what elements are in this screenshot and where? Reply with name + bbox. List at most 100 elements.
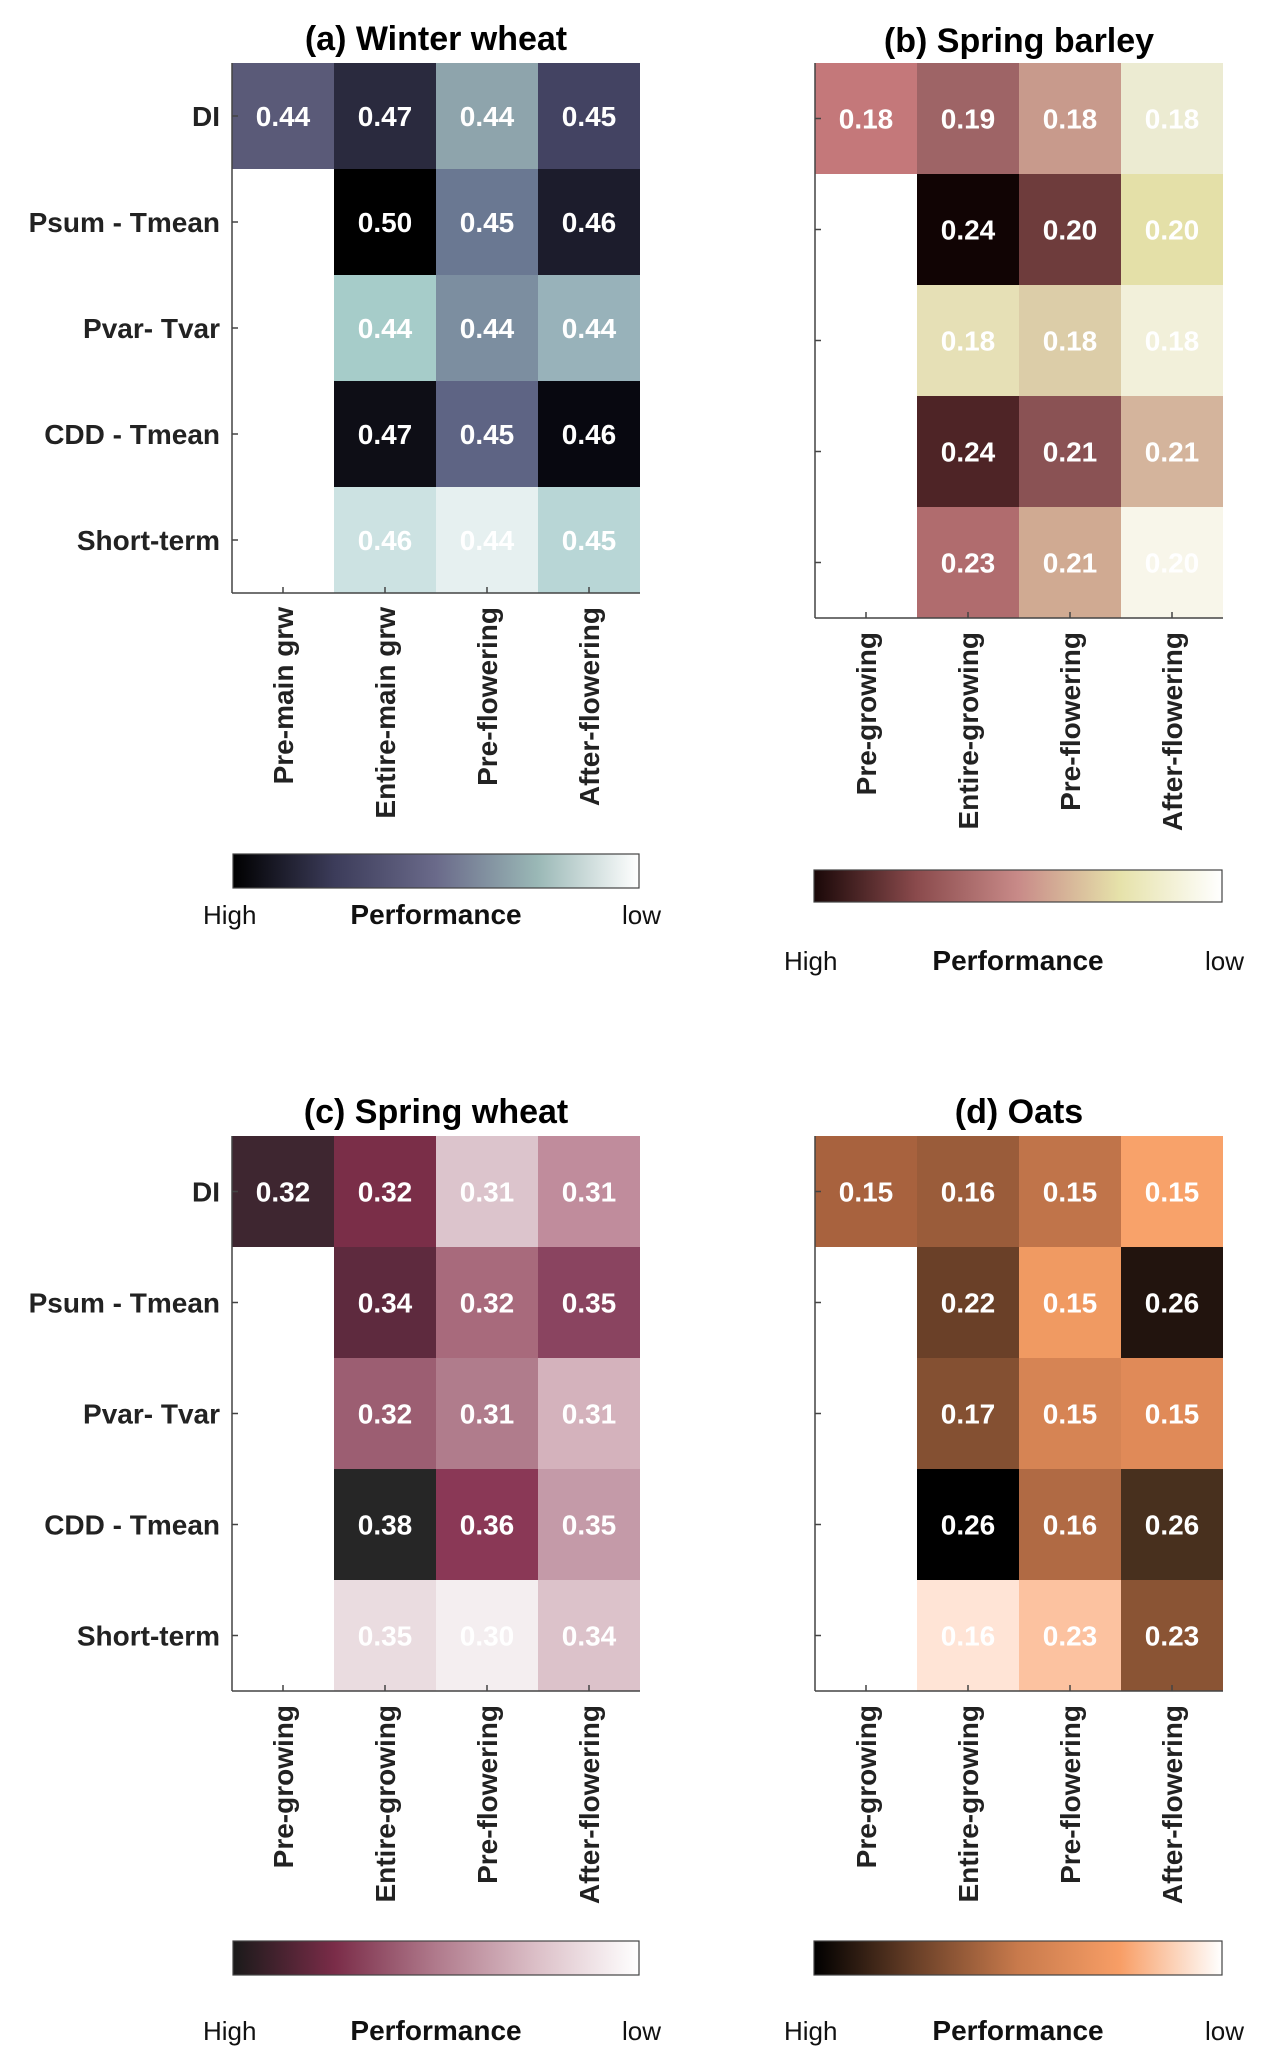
heatmap-cell [538,381,640,487]
cell-value-label: 0.20 [1145,215,1200,246]
colorbar-high-label: High [203,900,256,930]
row-label: DI [192,101,220,132]
row-label: Short-term [77,525,220,556]
colorbar-low-label: low [622,2016,661,2046]
panel-title: (a) Winter wheat [305,20,567,58]
column-label: After-flowering [574,1705,605,1904]
column-label: Entire-main grw [370,607,401,819]
heatmap-cell [334,1247,436,1358]
colorbar-high-label: High [784,2016,837,2046]
heatmap-cell [538,1580,640,1691]
cell-value-label: 0.50 [358,207,413,238]
cell-value-label: 0.26 [1145,1510,1200,1541]
column-label: Pre-flowering [1055,1705,1086,1884]
cell-value-label: 0.46 [562,419,617,450]
heatmap-cell [1019,1136,1121,1247]
cell-value-label: 0.17 [941,1399,996,1430]
heatmap-cell [1121,1358,1223,1469]
cell-value-label: 0.23 [1043,1621,1098,1652]
cell-value-label: 0.46 [358,525,413,556]
heatmap-cell [538,487,640,593]
cell-value-label: 0.16 [1043,1510,1098,1541]
cell-value-label: 0.31 [460,1399,515,1430]
heatmap-cell [1019,1358,1121,1469]
heatmap-cell [232,63,334,169]
colorbar-title: Performance [350,899,521,930]
cell-value-label: 0.47 [358,419,413,450]
cell-value-label: 0.21 [1043,437,1098,468]
colorbar-title: Performance [350,2015,521,2046]
cell-value-label: 0.45 [562,525,617,556]
cell-value-label: 0.44 [460,313,515,344]
heatmap-cell [334,1136,436,1247]
cell-value-label: 0.20 [1145,548,1200,579]
cell-value-label: 0.30 [460,1621,515,1652]
heatmap-cell [436,1580,538,1691]
heatmap-cell [1019,174,1121,285]
heatmap-cell [1019,1247,1121,1358]
heatmap-cell [1019,396,1121,507]
cell-value-label: 0.44 [460,101,515,132]
heatmap-panel-a: (a) Winter wheat 0.44 0.47 0.44 0.45 0.50 0.45… [29,20,662,930]
heatmap-cell [334,381,436,487]
cell-value-label: 0.18 [1145,326,1200,357]
heatmap-cell [538,1136,640,1247]
colorbar-high-label: High [784,946,837,976]
colorbar [232,1940,640,1976]
cell-value-label: 0.21 [1145,437,1200,468]
cell-value-label: 0.18 [1043,104,1098,135]
cell-value-label: 0.31 [562,1177,617,1208]
heatmap-cell [1019,507,1121,618]
heatmap-cell [917,1358,1019,1469]
cell-value-label: 0.24 [941,437,996,468]
cell-value-label: 0.26 [1145,1288,1200,1319]
column-label: Entire-growing [370,1705,401,1903]
panel-title: (d) Oats [955,1093,1083,1131]
heatmap-cell [538,169,640,275]
cell-value-label: 0.38 [358,1510,413,1541]
cell-value-label: 0.32 [460,1288,515,1319]
heatmap-cell [917,1247,1019,1358]
cell-value-label: 0.34 [358,1288,413,1319]
cell-value-label: 0.20 [1043,215,1098,246]
row-label: Short-term [77,1621,220,1652]
cell-value-label: 0.44 [256,101,311,132]
cell-value-label: 0.44 [562,313,617,344]
heatmap-cell [1121,285,1223,396]
heatmap-cell [1121,1247,1223,1358]
cell-value-label: 0.35 [562,1288,617,1319]
cell-value-label: 0.45 [562,101,617,132]
heatmap-cell [436,1358,538,1469]
cell-value-label: 0.45 [460,419,515,450]
heatmap-cell [815,63,917,174]
cell-value-label: 0.32 [358,1177,413,1208]
heatmap-cell [538,1247,640,1358]
heatmap-cell [1019,63,1121,174]
heatmap-cell [538,63,640,169]
cell-value-label: 0.45 [460,207,515,238]
panel-title: (b) Spring barley [884,22,1154,60]
heatmap-cell [1121,174,1223,285]
column-label: Pre-flowering [472,1705,503,1884]
heatmap-panel-b: (b) Spring barley 0.18 0.19 0.18 0.18 0.24 0.2… [784,22,1244,976]
cell-value-label: 0.15 [1043,1177,1098,1208]
cell-value-label: 0.16 [941,1177,996,1208]
cell-value-label: 0.36 [460,1510,515,1541]
cell-value-label: 0.32 [358,1399,413,1430]
cell-value-label: 0.18 [941,326,996,357]
heatmap-panel-d: (d) Oats 0.15 0.16 0.15 0.15 0.22 0.15 0.26 0.17… [784,1093,1244,2046]
heatmap-panel-c: (c) Spring wheat 0.32 0.32 0.31 0.31 0.34 0.32… [29,1093,662,2046]
column-label: Pre-growing [851,632,882,795]
cell-value-label: 0.15 [1043,1288,1098,1319]
heatmap-cell [917,1136,1019,1247]
row-label: Pvar- Tvar [83,313,220,344]
row-label: CDD - Tmean [44,419,220,450]
column-label: After-flowering [1157,632,1188,831]
column-label: Pre-flowering [472,607,503,786]
heatmap-cell [334,1358,436,1469]
cell-value-label: 0.24 [941,215,996,246]
column-label: After-flowering [1157,1705,1188,1904]
cell-value-label: 0.32 [256,1177,311,1208]
heatmap-cell [1121,1469,1223,1580]
